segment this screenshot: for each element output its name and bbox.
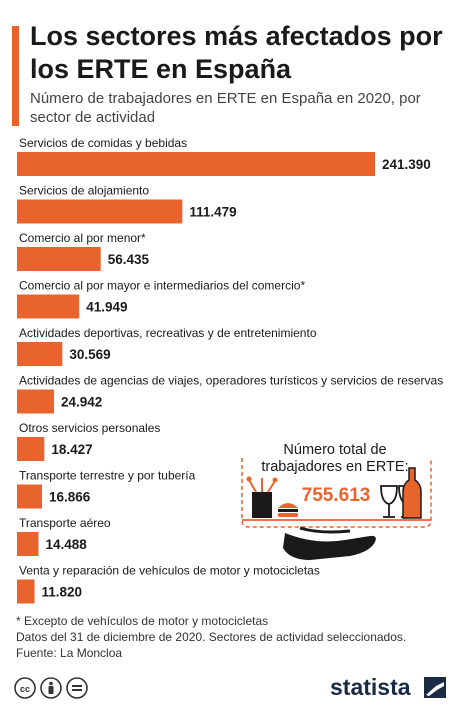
value-label: 41.949 — [86, 300, 127, 315]
bar — [17, 342, 63, 366]
footnote-source: Fuente: La Moncloa — [16, 646, 123, 660]
category-label: Actividades de agencias de viajes, opera… — [19, 374, 443, 388]
page-subtitle: Número de trabajadores en ERTE en España… — [30, 90, 421, 126]
value-label: 16.866 — [49, 490, 91, 505]
value-label: 24.942 — [61, 395, 102, 410]
category-label: Actividades deportivas, recreativas y de… — [19, 326, 317, 340]
category-label: Venta y reparación de vehículos de motor… — [19, 564, 320, 578]
brand-name: statista — [330, 674, 411, 700]
by-person-icon — [40, 677, 62, 699]
bar — [17, 437, 45, 461]
hand-icon — [283, 533, 376, 560]
category-label: Otros servicios personales — [19, 421, 160, 435]
cc-icon: cc — [14, 677, 36, 699]
bar — [17, 532, 39, 556]
value-label: 56.435 — [108, 252, 150, 267]
category-label: Servicios de alojamiento — [19, 184, 149, 198]
bar — [17, 247, 101, 271]
title-accent-bar — [12, 26, 19, 126]
statista-logo: statista — [330, 674, 446, 700]
bar — [17, 579, 35, 604]
nd-equals-icon — [66, 677, 88, 699]
value-label: 111.479 — [189, 205, 236, 220]
category-label: Comercio al por menor* — [19, 231, 146, 245]
bar — [17, 294, 80, 319]
bar — [17, 484, 43, 509]
value-label: 14.488 — [45, 537, 87, 552]
category-label: Servicios de comidas y bebidas — [19, 136, 187, 150]
svg-text:cc: cc — [20, 684, 30, 694]
page-title: Los sectores más afectados por los ERTE … — [30, 21, 443, 84]
category-label: Transporte terrestre y por tubería — [19, 469, 196, 483]
category-label: Comercio al por mayor e intermediarios d… — [19, 279, 305, 293]
wine-bottle-icon — [402, 467, 422, 519]
statista-mark-icon — [424, 677, 446, 698]
waiter-tray-icon — [241, 458, 432, 528]
utensil-glass-icon — [246, 476, 278, 518]
total-value: 755.613 — [302, 485, 371, 506]
bar — [17, 152, 375, 176]
value-label: 18.427 — [51, 442, 92, 457]
bar — [17, 199, 183, 224]
footnote: * Excepto de vehículos de motor y motoci… — [16, 613, 456, 661]
total-label-line2: trabajadores en ERTE: — [261, 459, 408, 475]
footnote-asterisk-note: * Excepto de vehículos de motor y motoci… — [16, 614, 269, 628]
value-label: 241.390 — [382, 157, 431, 172]
value-label: 30.569 — [69, 347, 110, 362]
footnote-date-note: Datos del 31 de diciembre de 2020. Secto… — [16, 630, 407, 644]
category-label: Transporte aéreo — [19, 516, 111, 530]
bar — [17, 389, 54, 414]
burger-icon — [278, 503, 298, 517]
license-icons: cc — [14, 677, 88, 699]
total-illustration — [241, 458, 432, 560]
total-label-line1: Número total de — [283, 442, 386, 458]
value-label: 11.820 — [42, 585, 83, 600]
